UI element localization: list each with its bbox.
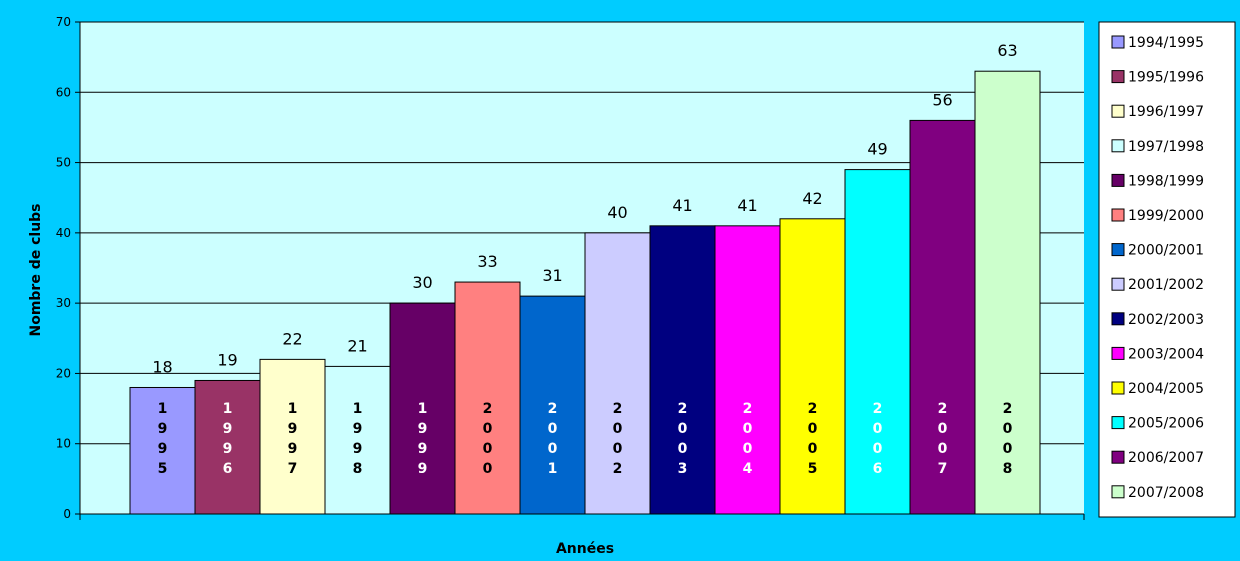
legend-label: 1999/2000 xyxy=(1128,208,1204,224)
y-tick-labels: 0 10 20 30 40 50 60 70 xyxy=(56,15,80,521)
legend-swatch xyxy=(1111,485,1125,499)
legend-label: 2002/2003 xyxy=(1128,312,1204,328)
y-tick-label: 70 xyxy=(56,15,71,29)
bar xyxy=(324,365,391,515)
legend-swatch xyxy=(1111,70,1125,84)
legend-label: 1998/1999 xyxy=(1128,173,1204,189)
value-labels: 18 19 22 21 30 33 31 40 41 41 42 49 56 63 xyxy=(152,41,1017,376)
legend-swatch xyxy=(1111,277,1125,291)
legend-swatch xyxy=(1111,416,1125,430)
y-tick-label: 20 xyxy=(56,366,71,380)
legend-label: 1995/1996 xyxy=(1128,70,1204,86)
legend-label: 2004/2005 xyxy=(1128,381,1204,397)
bar xyxy=(454,281,521,515)
y-tick-label: 30 xyxy=(56,296,71,310)
value-label: 41 xyxy=(737,196,757,215)
bar xyxy=(714,225,781,515)
value-label: 33 xyxy=(477,252,497,271)
value-label: 21 xyxy=(347,336,367,355)
value-label: 40 xyxy=(607,203,627,222)
legend-swatch xyxy=(1111,208,1125,222)
value-label: 31 xyxy=(542,266,562,285)
value-label: 63 xyxy=(997,41,1017,60)
legend-label: 1994/1995 xyxy=(1128,35,1204,51)
bar xyxy=(389,302,456,515)
bar xyxy=(194,379,261,515)
value-label: 41 xyxy=(672,196,692,215)
legend-swatch xyxy=(1111,312,1125,326)
legend-swatch xyxy=(1111,35,1125,49)
bars xyxy=(129,70,1041,515)
value-label: 49 xyxy=(867,140,887,159)
legend-label: 1997/1998 xyxy=(1128,139,1204,155)
bar xyxy=(974,70,1041,515)
legend-box xyxy=(1098,21,1236,518)
y-tick-label: 50 xyxy=(56,156,71,170)
bar xyxy=(779,218,846,515)
legend-label: 2003/2004 xyxy=(1128,346,1204,362)
legend-label: 2005/2006 xyxy=(1128,416,1204,432)
bar xyxy=(909,119,976,515)
legend-swatch xyxy=(1111,139,1125,153)
legend-label: 2006/2007 xyxy=(1128,450,1204,466)
value-label: 19 xyxy=(217,350,237,369)
legend-swatch xyxy=(1111,104,1125,118)
bar xyxy=(519,295,586,515)
legend-label: 1996/1997 xyxy=(1128,104,1204,120)
legend-swatch xyxy=(1111,243,1125,257)
legend-swatch xyxy=(1111,381,1125,395)
y-axis-title: Nombre de clubs xyxy=(28,203,44,336)
y-tick-label: 10 xyxy=(56,437,71,451)
legend-label: 2000/2001 xyxy=(1128,243,1204,259)
legend-label: 2007/2008 xyxy=(1128,485,1204,501)
legend-swatch xyxy=(1111,173,1125,187)
legend: 1994/1995 1995/1996 1996/1997 1997/1998 1998… xyxy=(1098,21,1236,518)
value-label: 30 xyxy=(412,273,432,292)
bar xyxy=(844,169,911,515)
value-label: 18 xyxy=(152,357,172,376)
value-label: 56 xyxy=(932,90,952,109)
x-axis-title: Années xyxy=(556,541,614,557)
bar-year-labels: 1 9 9 5 1 9 9 6 1 9 9 7 1 9 9 8 1 9 9 9 2 0 0 0 2 0 0 1 2 0 0 2 2 0 0 3 2 0 0 4… xyxy=(158,401,1013,477)
legend-label: 2001/2002 xyxy=(1128,277,1204,293)
y-tick-label: 0 xyxy=(63,507,71,521)
value-label: 42 xyxy=(802,189,822,208)
y-tick-label: 60 xyxy=(56,85,71,99)
bar xyxy=(649,225,716,515)
legend-swatch xyxy=(1111,450,1125,464)
legend-swatch xyxy=(1111,346,1125,360)
y-tick-label: 40 xyxy=(56,226,71,240)
value-label: 22 xyxy=(282,329,302,348)
bar xyxy=(584,232,651,515)
